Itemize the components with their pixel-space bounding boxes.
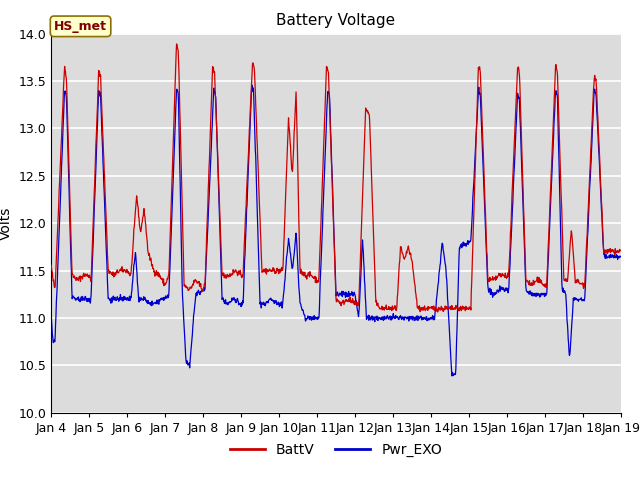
Legend: BattV, Pwr_EXO: BattV, Pwr_EXO <box>225 437 447 463</box>
Text: HS_met: HS_met <box>54 20 107 33</box>
Title: Battery Voltage: Battery Voltage <box>276 13 396 28</box>
Y-axis label: Volts: Volts <box>0 206 13 240</box>
